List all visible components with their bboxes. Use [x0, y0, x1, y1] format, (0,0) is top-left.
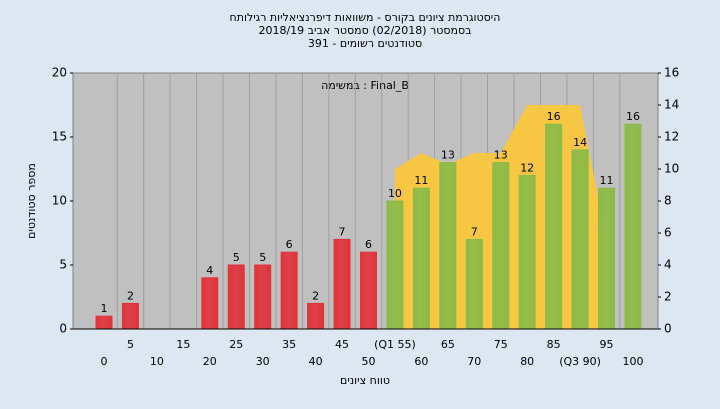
x-tick-label: 65: [441, 338, 455, 351]
bar: [121, 302, 139, 330]
bar: [386, 200, 404, 330]
annotation: במשימה : Final_B: [321, 79, 409, 92]
x-tick-label: 60: [414, 355, 428, 368]
data-label: 13: [494, 149, 508, 162]
data-label: 7: [471, 225, 478, 238]
y2-tick-label: 8: [664, 194, 672, 208]
x-tick-label: 80: [520, 355, 534, 368]
bar: [201, 277, 219, 330]
x-tick-label: 75: [494, 338, 508, 351]
x-tick-label: 0: [101, 355, 108, 368]
bar: [492, 162, 510, 330]
bar: [518, 174, 536, 330]
x-tick-label: 5: [127, 338, 134, 351]
y2-tick-label: 14: [664, 98, 679, 112]
bar: [254, 264, 272, 330]
bar: [412, 187, 430, 330]
data-label: 2: [312, 289, 319, 302]
bar: [333, 238, 351, 330]
y-tick-label: 5: [59, 258, 67, 272]
chart-subtitle: בסמסטר (02/2018) סמסטר אביב 2018/19: [258, 24, 471, 37]
x-tick-label: (Q3 90): [559, 355, 601, 368]
x-tick-label: 20: [203, 355, 217, 368]
data-label: 6: [365, 238, 372, 251]
bar: [227, 264, 245, 330]
data-label: 10: [388, 187, 402, 200]
y2-tick-label: 16: [664, 66, 679, 80]
y2-tick-label: 10: [664, 162, 679, 176]
bar: [280, 251, 298, 330]
bar: [624, 123, 642, 330]
x-tick-label: 25: [229, 338, 243, 351]
x-tick-label: 30: [256, 355, 270, 368]
y-tick-label: 15: [52, 130, 67, 144]
data-label: 5: [233, 251, 240, 264]
x-tick-label: 40: [309, 355, 323, 368]
bar: [95, 315, 113, 330]
data-label: 16: [547, 110, 561, 123]
y-axis-label: מספר סטודנטים: [25, 163, 38, 239]
bar: [360, 251, 377, 330]
y2-tick-label: 4: [664, 258, 672, 272]
y2-tick-label: 12: [664, 130, 679, 144]
data-label: 13: [441, 149, 455, 162]
data-label: 4: [206, 264, 213, 277]
data-label: 11: [600, 174, 614, 187]
x-tick-label: 50: [362, 355, 376, 368]
chart-title: היסטוגרמת ציונים בקורס - משוואות דיפרנצי…: [230, 11, 501, 24]
x-tick-label: (Q1 55): [374, 338, 416, 351]
data-label: 14: [573, 136, 587, 149]
data-label: 6: [286, 238, 293, 251]
x-tick-label: 85: [547, 338, 561, 351]
y-tick-label: 0: [59, 322, 67, 336]
y-tick-label: 10: [52, 194, 67, 208]
bar: [439, 162, 457, 330]
data-label: 11: [414, 174, 428, 187]
data-label: 2: [127, 289, 134, 302]
y2-tick-label: 2: [664, 290, 672, 304]
x-tick-label: 95: [600, 338, 614, 351]
y2-tick-label: 0: [664, 322, 672, 336]
y2-tick-label: 6: [664, 226, 672, 240]
chart-subtitle: סטודנטים רשומים - 391: [308, 37, 422, 50]
x-tick-label: 70: [467, 355, 481, 368]
bar: [545, 123, 563, 330]
x-tick-label: 15: [176, 338, 190, 351]
bar: [598, 187, 616, 330]
bar: [307, 302, 325, 330]
data-label: 7: [339, 225, 346, 238]
data-label: 16: [626, 110, 640, 123]
x-tick-label: 45: [335, 338, 349, 351]
data-label: 5: [259, 251, 266, 264]
data-label: 1: [101, 302, 108, 315]
y-tick-label: 20: [52, 66, 67, 80]
bar: [465, 238, 483, 330]
x-tick-label: 100: [623, 355, 644, 368]
x-tick-label: 35: [282, 338, 296, 351]
x-tick-label: 10: [150, 355, 164, 368]
bar: [571, 149, 589, 330]
data-label: 12: [520, 161, 534, 174]
x-axis-label: טווח ציונים: [340, 374, 390, 387]
